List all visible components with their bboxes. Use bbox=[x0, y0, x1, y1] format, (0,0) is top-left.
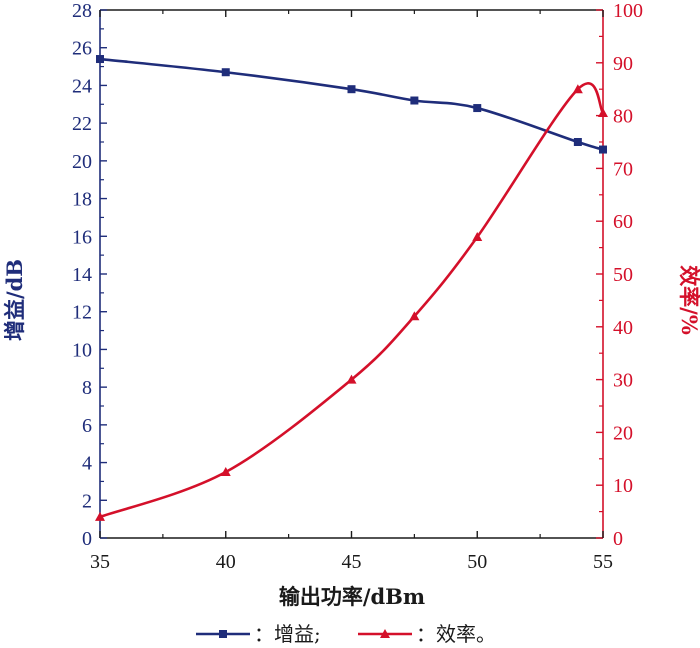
efficiency-point bbox=[220, 467, 231, 476]
efficiency-point bbox=[598, 107, 608, 117]
right-tick-label: 50 bbox=[613, 264, 633, 286]
right-tick-label: 0 bbox=[613, 528, 623, 550]
right-tick-label: 80 bbox=[613, 106, 633, 128]
gain-point bbox=[573, 138, 582, 146]
efficiency-point bbox=[472, 232, 483, 242]
right-tick-label: 10 bbox=[613, 475, 633, 497]
legend-gain-marker bbox=[219, 630, 227, 638]
right-tick-label: 20 bbox=[613, 422, 633, 444]
left-tick-label: 10 bbox=[72, 339, 92, 361]
left-tick-label: 22 bbox=[72, 113, 92, 135]
series-layer bbox=[95, 55, 608, 521]
left-tick-label: 16 bbox=[72, 226, 92, 248]
left-tick-label: 24 bbox=[72, 75, 92, 97]
left-tick-label: 0 bbox=[82, 528, 92, 550]
gain-point bbox=[410, 96, 419, 105]
x-tick-label: 50 bbox=[467, 551, 487, 573]
left-tick-label: 26 bbox=[72, 38, 92, 60]
efficiency-point bbox=[572, 84, 583, 94]
gain-point bbox=[96, 55, 104, 64]
left-tick-label: 8 bbox=[82, 377, 92, 399]
legend-item-gain: ：增益; bbox=[196, 622, 321, 646]
gain-line bbox=[99, 57, 604, 151]
left-tick-label: 4 bbox=[82, 453, 92, 475]
efficiency-point bbox=[346, 374, 357, 384]
left-tick-label: 18 bbox=[72, 189, 92, 211]
legend-item-efficiency: ：效率。 bbox=[358, 622, 496, 646]
left-tick-label: 20 bbox=[72, 151, 92, 173]
right-tick-label: 70 bbox=[613, 158, 633, 180]
left-axis-title: 增益/dB bbox=[2, 259, 27, 341]
legend-efficiency-label: ：效率。 bbox=[416, 622, 496, 646]
x-tick-label: 45 bbox=[342, 551, 362, 573]
x-tick-label: 35 bbox=[90, 551, 110, 573]
right-axis-ticks: 0 10 20 30 40 50 60 70 80 90 100 bbox=[596, 0, 643, 550]
right-axis-title: 效率/% bbox=[677, 265, 700, 335]
legend-gain-label: ：增益; bbox=[254, 622, 321, 646]
left-tick-label: 6 bbox=[82, 415, 92, 437]
gain-point bbox=[599, 145, 607, 154]
efficiency-point bbox=[409, 311, 420, 321]
gain-series bbox=[96, 55, 607, 154]
efficiency-point bbox=[95, 511, 105, 521]
gain-point bbox=[347, 85, 356, 94]
x-axis-ticks: 35 40 45 50 55 bbox=[90, 10, 613, 573]
right-tick-label: 90 bbox=[613, 53, 633, 75]
right-tick-label: 100 bbox=[613, 0, 643, 22]
x-axis-title: 输出功率/dBm bbox=[279, 584, 425, 609]
efficiency-line bbox=[99, 82, 605, 519]
legend: ：增益; ：效率。 bbox=[196, 622, 496, 646]
left-tick-label: 12 bbox=[72, 302, 92, 324]
gain-point bbox=[473, 104, 482, 113]
right-tick-label: 60 bbox=[613, 211, 633, 233]
legend-efficiency-marker bbox=[380, 629, 390, 638]
left-tick-label: 14 bbox=[72, 264, 92, 286]
left-tick-label: 2 bbox=[82, 490, 92, 512]
right-tick-label: 30 bbox=[613, 370, 633, 392]
right-tick-label: 40 bbox=[613, 317, 633, 339]
x-tick-label: 40 bbox=[216, 551, 236, 573]
x-tick-label: 55 bbox=[593, 551, 613, 573]
left-tick-label: 28 bbox=[72, 0, 92, 22]
efficiency-series bbox=[95, 82, 608, 521]
gain-point bbox=[221, 68, 230, 77]
